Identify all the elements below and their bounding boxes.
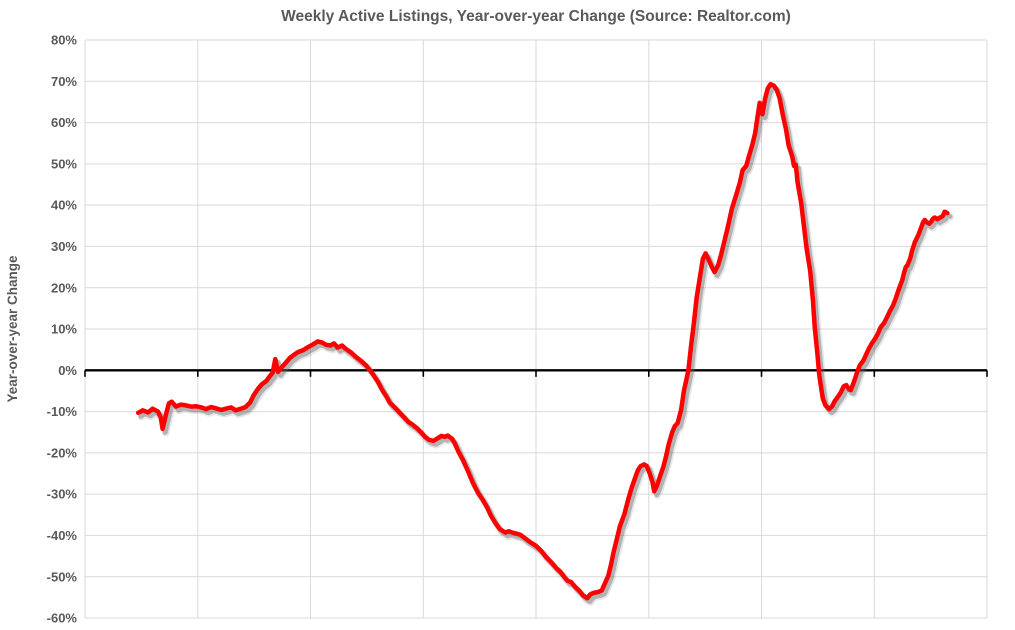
chart-series (135, 81, 954, 606)
y-tick-label: 40% (51, 198, 77, 213)
y-tick-label: 30% (51, 239, 77, 254)
y-tick-label: -10% (47, 404, 78, 419)
series-line-shadow-soft (137, 84, 954, 606)
chart-title: Weekly Active Listings, Year-over-year C… (281, 8, 791, 25)
y-tick-label: -40% (47, 528, 78, 543)
y-tick-label: 10% (51, 322, 77, 337)
y-tick-label: -50% (47, 569, 78, 584)
y-tick-label: -30% (47, 487, 78, 502)
y-tick-label: 80% (51, 33, 77, 48)
zero-axis (84, 369, 988, 377)
y-tick-label: 50% (51, 157, 77, 172)
y-axis-tick-labels: 80% 70% 60% 50% 40% 30% 20% 10% 0% -10% -20% -30% -4… (47, 33, 78, 626)
y-tick-label: 20% (51, 280, 77, 295)
series-line-shadow (138, 85, 953, 605)
chart-gridlines (84, 39, 988, 619)
y-tick-label: 0% (58, 363, 77, 378)
series-line (135, 81, 950, 601)
y-tick-label: 60% (51, 115, 77, 130)
y-tick-label: -20% (47, 446, 78, 461)
y-tick-label: -60% (47, 611, 78, 626)
y-axis-title: Year-over-year Change (5, 255, 20, 403)
y-tick-label: 70% (51, 74, 77, 89)
